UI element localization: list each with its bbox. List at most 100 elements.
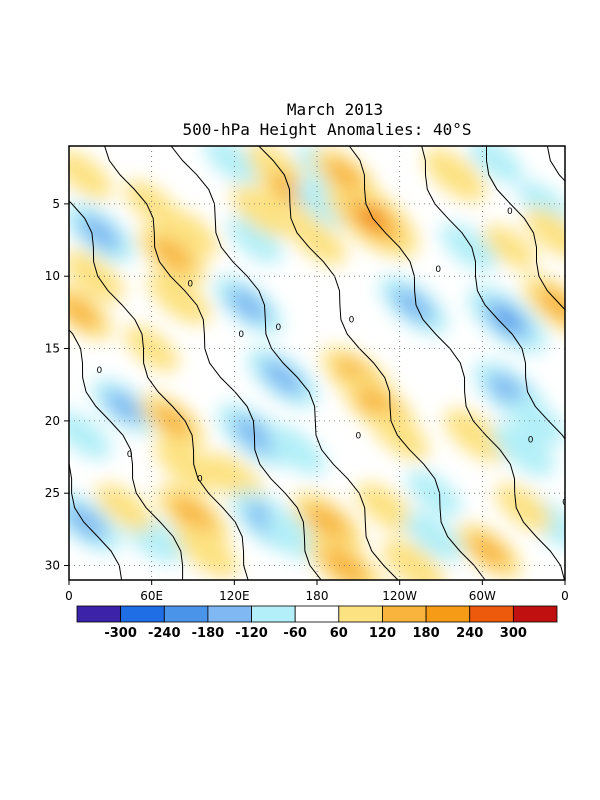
anomaly-core-inner-25 bbox=[232, 416, 278, 455]
contour-label-3: 0 bbox=[349, 316, 355, 326]
contour-label-7: 0 bbox=[562, 498, 568, 508]
anomaly-core-inner-6 bbox=[69, 504, 107, 541]
y-tick-label-5: 30 bbox=[45, 559, 60, 573]
anomaly-core-59 bbox=[495, 483, 552, 532]
anomaly-core-11 bbox=[147, 271, 211, 325]
colorbar-swatch-3 bbox=[207, 605, 252, 623]
zero-contour-5 bbox=[258, 146, 486, 580]
x-tick-label-4: 120W bbox=[382, 589, 417, 603]
zero-contour-4 bbox=[170, 146, 399, 580]
anomaly-core-inner-10 bbox=[151, 236, 193, 273]
anomaly-core-15 bbox=[154, 437, 218, 492]
zero-contour-1 bbox=[69, 329, 184, 580]
anomaly-core-inner-36 bbox=[325, 158, 364, 192]
anomaly-core-inner-41 bbox=[392, 287, 434, 323]
contour-label-10: 0 bbox=[96, 366, 102, 376]
anomaly-core-0 bbox=[69, 150, 113, 200]
anomaly-core-2 bbox=[69, 250, 125, 303]
anomaly-core-inner-3 bbox=[69, 295, 100, 329]
anomaly-core-52 bbox=[492, 423, 555, 477]
y-axis: 5 10 15 20 25 30 bbox=[45, 197, 69, 573]
colorbar-label-7: 180 bbox=[413, 626, 440, 641]
anomaly-core-40 bbox=[356, 482, 416, 533]
anomaly-core-20 bbox=[204, 146, 259, 184]
x-axis: 0 60E 120E 180 120W 60W 0 bbox=[65, 580, 569, 603]
contour-label-0: 0 bbox=[187, 279, 193, 289]
colorbar-label-3: -120 bbox=[235, 626, 268, 641]
chart-title: March 2013 bbox=[287, 100, 383, 119]
anomaly-core-13 bbox=[124, 325, 179, 372]
anomaly-core-inner-14 bbox=[152, 404, 192, 438]
x-tick-label-6: 0 bbox=[561, 589, 569, 603]
x-tick-label-2: 120E bbox=[219, 589, 250, 603]
anomaly-core-8 bbox=[95, 483, 153, 532]
anomaly-core-inner-1 bbox=[78, 214, 121, 251]
anomaly-core-inner-4 bbox=[104, 389, 144, 423]
colorbar-swatch-9 bbox=[469, 605, 514, 623]
zero-contour-8 bbox=[486, 146, 565, 311]
colorbar-label-6: 120 bbox=[369, 626, 396, 641]
colorbar-label-0: -300 bbox=[104, 626, 137, 641]
y-tick-label-3: 20 bbox=[45, 414, 60, 428]
contour-label-5: 0 bbox=[507, 207, 513, 217]
y-tick-label-4: 25 bbox=[45, 486, 60, 500]
colorbar-swatch-2 bbox=[163, 605, 209, 623]
anomaly-core-inner-18 bbox=[227, 287, 269, 323]
anomaly-core-46 bbox=[440, 223, 497, 272]
anomaly-core-49 bbox=[483, 224, 537, 270]
anomaly-field bbox=[69, 146, 565, 580]
colorbar-label-2: -180 bbox=[192, 626, 225, 641]
colorbar-label-5: 60 bbox=[330, 626, 348, 641]
zero-contour-7 bbox=[421, 146, 565, 440]
zero-contour-3 bbox=[104, 146, 322, 580]
contour-label-9: 0 bbox=[127, 450, 133, 460]
colorbar-swatch-1 bbox=[120, 605, 165, 623]
contour-label-4: 0 bbox=[435, 265, 441, 275]
anomaly-core-5 bbox=[69, 411, 112, 460]
colorbar-swatch-8 bbox=[425, 605, 471, 623]
anomaly-core-56 bbox=[524, 207, 565, 258]
anomaly-core-17 bbox=[175, 524, 239, 578]
colorbar-label-9: 300 bbox=[500, 626, 527, 641]
anomaly-core-26 bbox=[267, 424, 326, 475]
zero-contour-0 bbox=[69, 462, 123, 580]
anomaly-core-53 bbox=[509, 396, 565, 446]
anomaly-core-peak-50 bbox=[495, 309, 520, 331]
x-tick-label-5: 60W bbox=[469, 589, 496, 603]
anomaly-core-43 bbox=[404, 511, 464, 562]
zero-contour-2 bbox=[69, 200, 249, 580]
y-tick-label-2: 15 bbox=[45, 342, 60, 356]
anomaly-core-inner-48 bbox=[469, 534, 509, 568]
anomaly-core-inner-16 bbox=[171, 496, 215, 534]
colorbar-label-4: -60 bbox=[283, 626, 307, 641]
x-tick-label-0: 0 bbox=[65, 589, 73, 603]
zero-contours: 0 0 0 0 0 0 0 0 0 0 0 0 bbox=[69, 146, 568, 580]
y-tick-label-1: 10 bbox=[45, 269, 60, 283]
contour-label-8: 0 bbox=[355, 431, 361, 441]
colorbar-swatch-10 bbox=[512, 605, 558, 623]
anomaly-core-47 bbox=[444, 408, 507, 463]
anomaly-core-12 bbox=[161, 208, 219, 258]
anomaly-core-45 bbox=[423, 148, 487, 202]
anomaly-core-54 bbox=[468, 146, 524, 184]
colorbar-label-1: -240 bbox=[148, 626, 181, 641]
anomaly-core-30 bbox=[287, 214, 347, 266]
colorbar-swatch-7 bbox=[382, 605, 427, 623]
anomaly-core-19 bbox=[227, 216, 283, 264]
anomaly-core-44 bbox=[382, 538, 445, 580]
contour-label-11: 0 bbox=[197, 475, 203, 485]
anomaly-core-inner-33 bbox=[306, 504, 350, 541]
colorbar-swatch-5 bbox=[294, 605, 340, 623]
colorbar-swatch-0 bbox=[76, 605, 122, 623]
anomaly-core-39 bbox=[370, 410, 429, 461]
x-tick-label-3: 180 bbox=[306, 589, 329, 603]
contour-label-2: 0 bbox=[276, 323, 282, 333]
anomaly-core-22 bbox=[231, 185, 293, 237]
colorbar: -300 -240 -180 -120 -60 60 120 180 240 300 bbox=[76, 605, 558, 641]
contour-label-1: 0 bbox=[238, 330, 244, 340]
x-tick-label-1: 60E bbox=[140, 589, 163, 603]
y-tick-label-0: 5 bbox=[52, 197, 60, 211]
colorbar-swatch-4 bbox=[251, 605, 296, 623]
chart-subtitle: 500-hPa Height Anomalies: 40°S bbox=[183, 120, 472, 139]
